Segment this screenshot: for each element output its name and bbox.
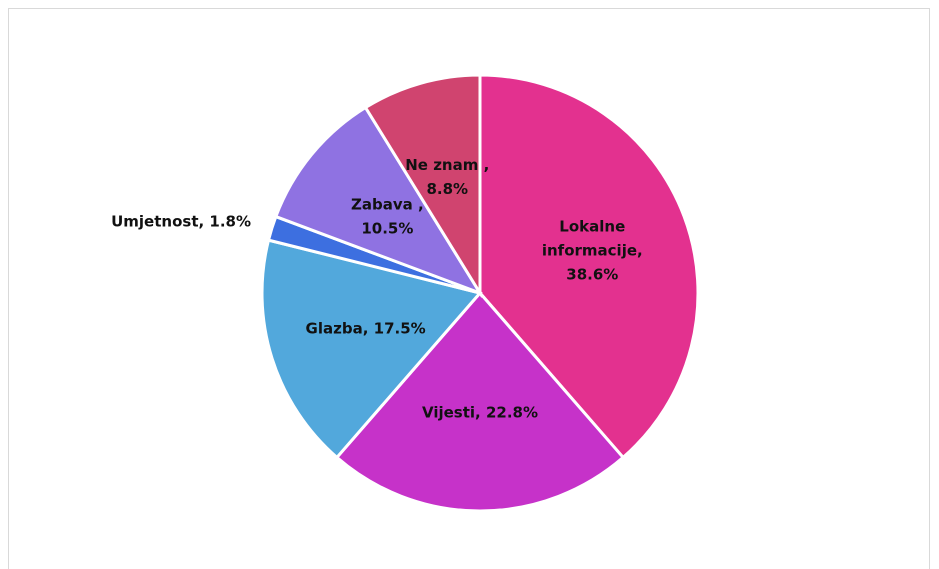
chart-border <box>8 8 930 569</box>
data-label: Ne znam , <box>405 156 489 174</box>
data-label: 38.6% <box>566 265 618 283</box>
pie-slice <box>334 290 626 513</box>
data-label: Lokalne <box>559 217 625 235</box>
pie-slice <box>363 73 482 299</box>
data-label: Glazba, 17.5% <box>306 319 426 337</box>
data-label: Vijesti, 22.8% <box>422 403 538 421</box>
data-label: 8.8% <box>426 180 468 198</box>
pie-slice <box>273 105 484 296</box>
pie-slice <box>478 73 700 460</box>
data-label: Zabava , <box>351 195 424 213</box>
data-label: Umjetnost, 1.8% <box>111 212 251 230</box>
data-label: informacije, <box>542 241 643 259</box>
pie-slice <box>260 238 483 460</box>
data-label: 10.5% <box>361 219 413 237</box>
